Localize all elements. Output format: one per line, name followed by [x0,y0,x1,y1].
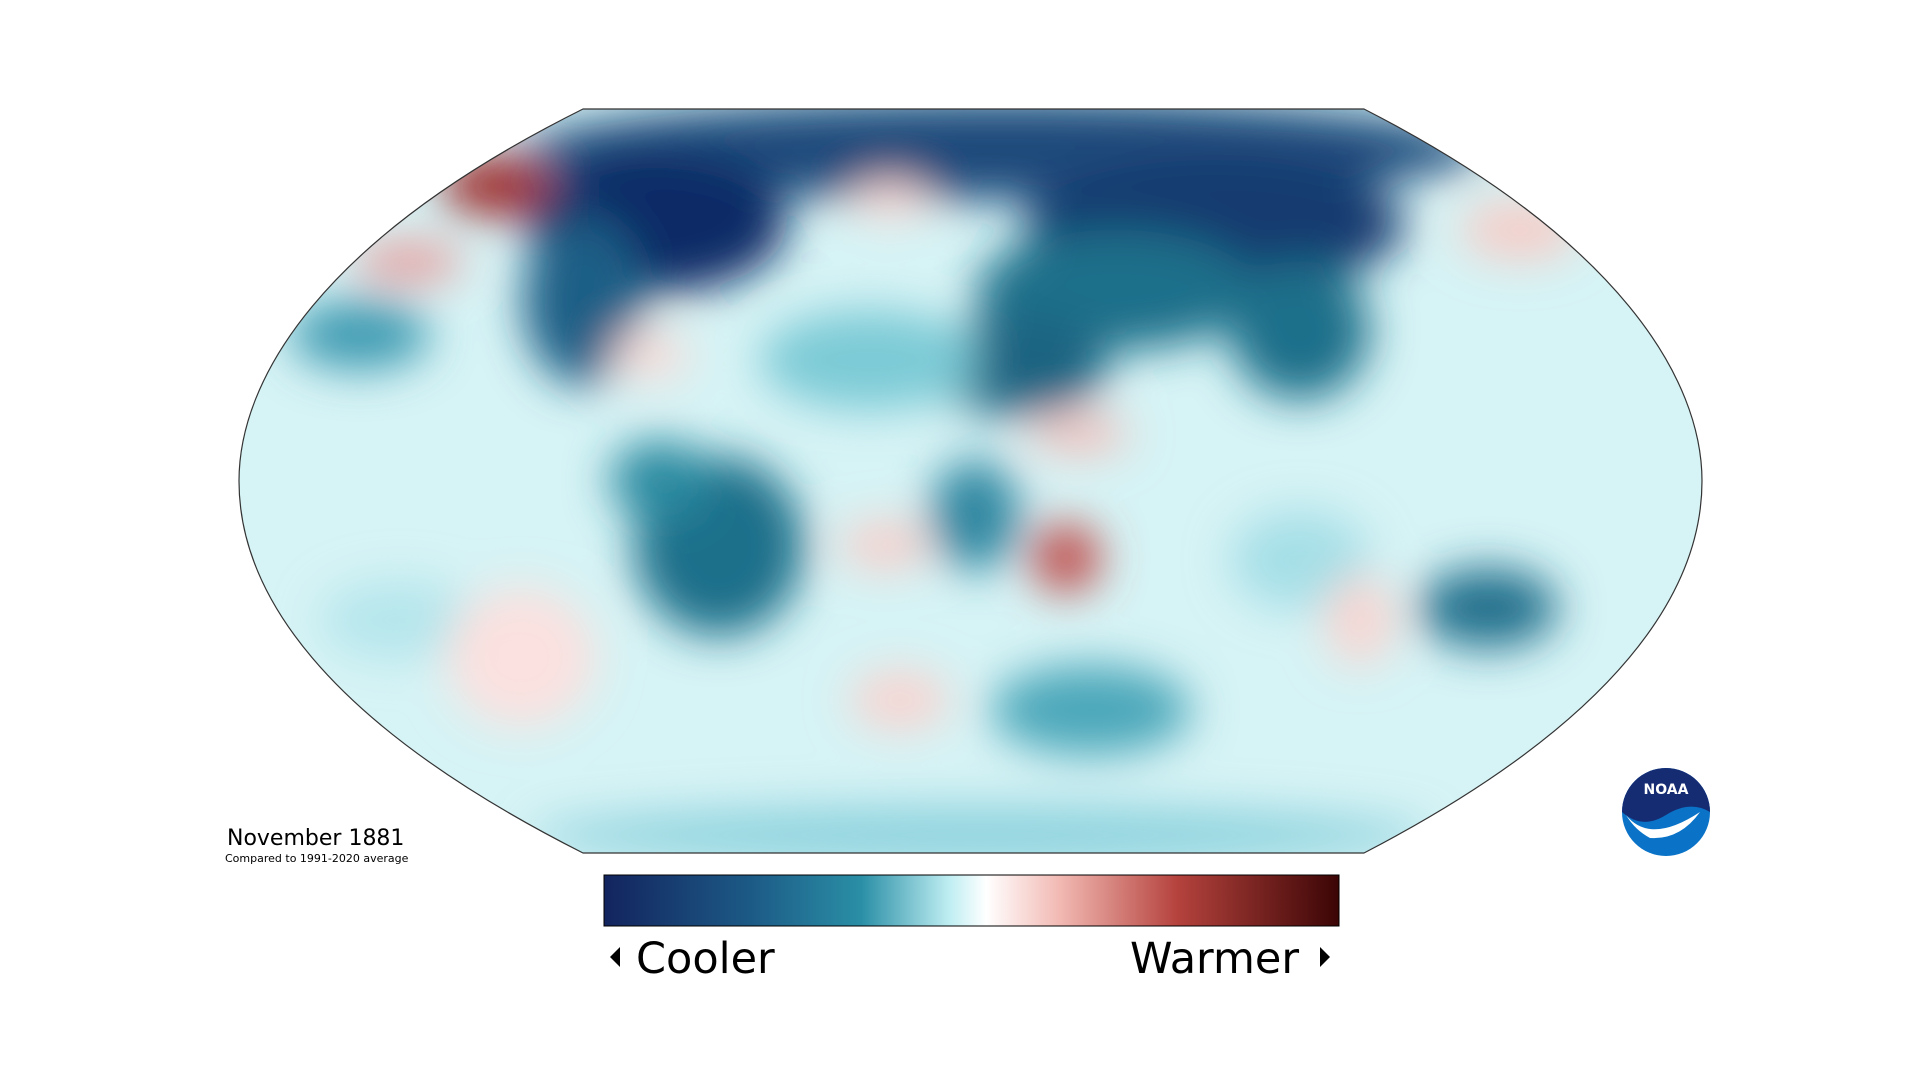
legend-low-label: Cooler [636,934,775,984]
map-outline [238,108,1703,854]
left-arrow [610,947,620,967]
legend-high-label: Warmer [1130,934,1299,984]
map-subtitle: Compared to 1991-2020 average [225,852,409,865]
anomaly-map [239,109,1702,853]
right-arrow [1320,947,1330,967]
color-bar [603,874,1340,927]
noaa-logo: NOAA [1622,768,1710,856]
map-title: November 1881 [227,826,404,851]
logo-text: NOAA [1644,782,1689,798]
